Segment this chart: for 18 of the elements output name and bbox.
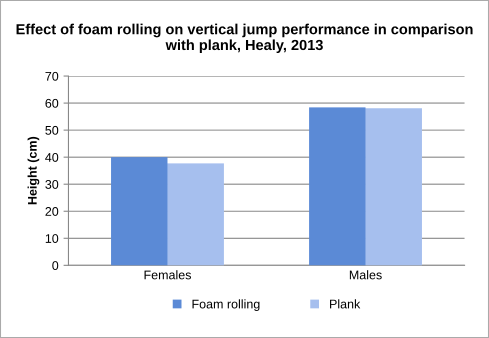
y-tick-label: 30 <box>45 180 58 189</box>
x-tick-label: Males <box>350 270 382 280</box>
legend-label: Foam rolling <box>192 299 260 311</box>
bar <box>167 163 224 266</box>
y-axis-title: Height (cm) <box>28 136 40 204</box>
x-tick-label: Females <box>144 270 191 280</box>
chart-title: Effect of foam rolling on vertical jump performance in comparison with plank, Healy, 2013 <box>16 24 473 54</box>
y-tick-label: 50 <box>45 126 58 135</box>
bar <box>309 107 366 266</box>
y-tick-label: 60 <box>45 98 58 108</box>
y-tick-label: 0 <box>52 261 58 270</box>
y-tick-label: 20 <box>45 207 58 216</box>
y-tick-label: 40 <box>45 152 58 162</box>
legend-label: Plank <box>330 299 360 308</box>
y-tick-label: 10 <box>46 234 58 243</box>
y-tick-label: 70 <box>45 72 58 81</box>
bar <box>366 108 422 266</box>
bar <box>111 157 168 266</box>
